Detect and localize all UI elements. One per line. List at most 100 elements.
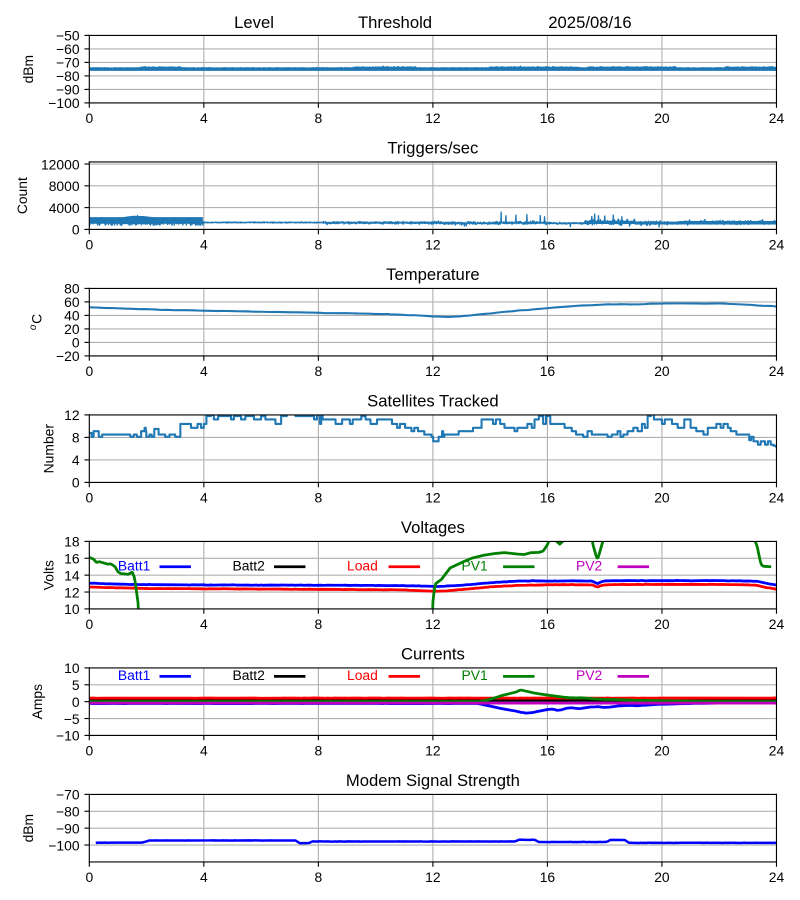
- svg-text:8: 8: [315, 490, 323, 506]
- svg-text:−100: −100: [48, 837, 80, 853]
- svg-text:8: 8: [72, 430, 80, 446]
- svg-text:24: 24: [769, 869, 785, 885]
- svg-text:−90: −90: [56, 820, 80, 836]
- svg-text:12: 12: [425, 363, 441, 379]
- svg-text:20: 20: [654, 616, 670, 632]
- svg-text:12: 12: [425, 616, 441, 632]
- svg-text:−20: −20: [56, 348, 80, 364]
- svg-text:18: 18: [64, 534, 80, 550]
- svg-text:−70: −70: [56, 55, 80, 71]
- svg-text:8: 8: [315, 743, 323, 759]
- svg-text:8000: 8000: [49, 178, 80, 194]
- svg-text:16: 16: [540, 363, 556, 379]
- svg-text:12: 12: [425, 237, 441, 253]
- svg-text:4: 4: [200, 869, 208, 885]
- svg-text:Voltages: Voltages: [401, 518, 465, 537]
- svg-text:−80: −80: [56, 804, 80, 820]
- svg-text:60: 60: [64, 294, 80, 310]
- svg-text:Modem Signal Strength: Modem Signal Strength: [346, 771, 520, 790]
- svg-text:Level: Level: [234, 13, 274, 32]
- svg-text:Triggers/sec: Triggers/sec: [387, 139, 478, 158]
- svg-text:Threshold: Threshold: [358, 13, 432, 32]
- svg-text:−100: −100: [48, 95, 80, 111]
- svg-text:12: 12: [64, 407, 80, 423]
- svg-text:5: 5: [72, 677, 80, 693]
- svg-text:Batt1: Batt1: [118, 558, 151, 574]
- svg-text:Batt2: Batt2: [232, 558, 265, 574]
- svg-text:−90: −90: [56, 82, 80, 98]
- svg-text:PV2: PV2: [576, 667, 603, 683]
- svg-text:20: 20: [654, 110, 670, 126]
- svg-text:10: 10: [64, 660, 80, 676]
- svg-text:8: 8: [315, 110, 323, 126]
- svg-text:Volts: Volts: [40, 560, 56, 590]
- svg-text:2025/08/16: 2025/08/16: [548, 13, 631, 32]
- svg-text:o C: o C: [16, 314, 44, 330]
- svg-text:24: 24: [769, 743, 785, 759]
- svg-text:0: 0: [85, 363, 93, 379]
- svg-text:Temperature: Temperature: [386, 265, 480, 284]
- svg-text:Load: Load: [347, 667, 378, 683]
- svg-text:0: 0: [85, 237, 93, 253]
- svg-text:Count: Count: [14, 177, 30, 214]
- svg-text:8: 8: [315, 363, 323, 379]
- svg-text:4: 4: [200, 363, 208, 379]
- svg-text:8: 8: [315, 237, 323, 253]
- svg-text:4: 4: [200, 743, 208, 759]
- svg-text:20: 20: [64, 321, 80, 337]
- svg-text:10: 10: [64, 601, 80, 617]
- svg-text:Currents: Currents: [401, 645, 465, 664]
- svg-text:4: 4: [200, 237, 208, 253]
- svg-text:dBm: dBm: [20, 814, 36, 843]
- svg-text:20: 20: [654, 237, 670, 253]
- svg-text:−10: −10: [56, 728, 80, 744]
- svg-text:0: 0: [85, 869, 93, 885]
- svg-text:24: 24: [769, 363, 785, 379]
- svg-text:−5: −5: [64, 711, 80, 727]
- svg-text:0: 0: [85, 110, 93, 126]
- svg-text:PV1: PV1: [462, 667, 489, 683]
- svg-text:4: 4: [200, 490, 208, 506]
- svg-text:12: 12: [425, 490, 441, 506]
- svg-text:12: 12: [425, 743, 441, 759]
- svg-text:0: 0: [72, 222, 80, 238]
- svg-text:Amps: Amps: [29, 684, 45, 720]
- svg-text:80: 80: [64, 281, 80, 297]
- svg-text:12: 12: [64, 584, 80, 600]
- svg-text:0: 0: [85, 490, 93, 506]
- svg-text:12000: 12000: [41, 156, 80, 172]
- svg-text:0: 0: [72, 335, 80, 351]
- svg-text:4: 4: [200, 110, 208, 126]
- svg-text:Batt1: Batt1: [118, 667, 151, 683]
- svg-text:16: 16: [540, 237, 556, 253]
- svg-text:20: 20: [654, 363, 670, 379]
- svg-text:4000: 4000: [49, 200, 80, 216]
- svg-text:dBm: dBm: [20, 55, 36, 84]
- svg-text:8: 8: [315, 869, 323, 885]
- svg-text:Number: Number: [40, 424, 56, 474]
- svg-text:−80: −80: [56, 68, 80, 84]
- svg-text:16: 16: [540, 490, 556, 506]
- svg-text:16: 16: [540, 110, 556, 126]
- svg-text:20: 20: [654, 490, 670, 506]
- svg-text:16: 16: [540, 869, 556, 885]
- svg-text:0: 0: [72, 694, 80, 710]
- svg-text:Satellites Tracked: Satellites Tracked: [367, 392, 498, 411]
- svg-text:16: 16: [64, 551, 80, 567]
- svg-text:24: 24: [769, 490, 785, 506]
- svg-text:PV1: PV1: [462, 558, 489, 574]
- svg-text:−70: −70: [56, 787, 80, 803]
- svg-text:24: 24: [769, 616, 785, 632]
- svg-text:40: 40: [64, 308, 80, 324]
- svg-text:8: 8: [315, 616, 323, 632]
- svg-text:4: 4: [200, 616, 208, 632]
- svg-text:0: 0: [85, 743, 93, 759]
- svg-text:14: 14: [64, 567, 80, 583]
- svg-text:Load: Load: [347, 558, 378, 574]
- svg-text:PV2: PV2: [576, 558, 603, 574]
- svg-text:−50: −50: [56, 28, 80, 44]
- svg-text:20: 20: [654, 743, 670, 759]
- svg-text:0: 0: [72, 475, 80, 491]
- svg-text:0: 0: [85, 616, 93, 632]
- svg-text:20: 20: [654, 869, 670, 885]
